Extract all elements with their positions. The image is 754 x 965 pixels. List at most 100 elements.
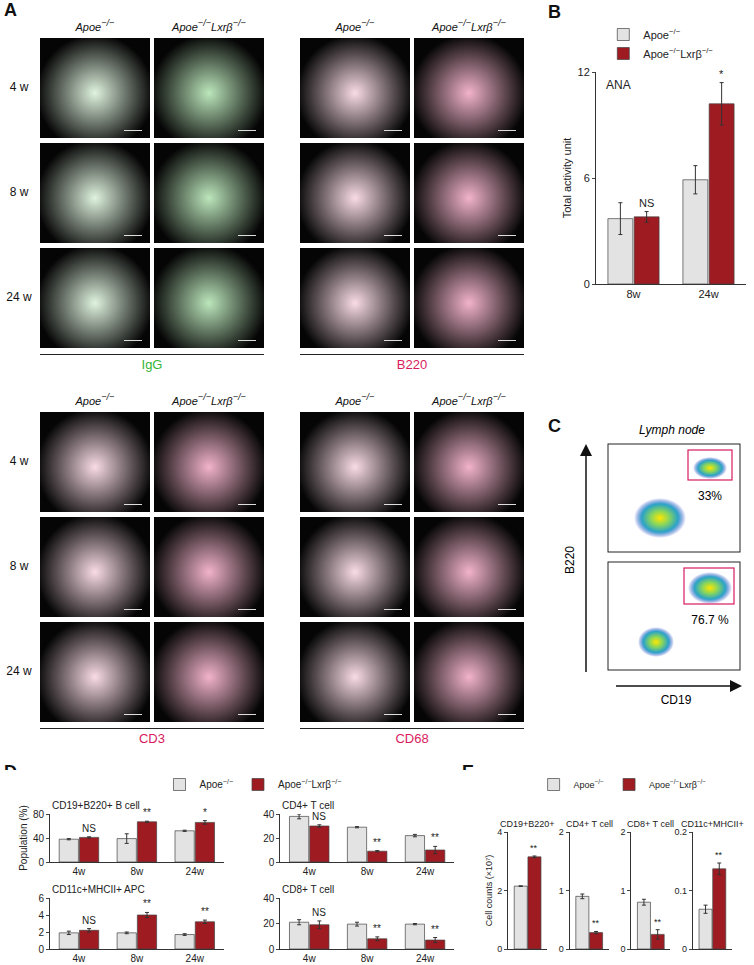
svg-text:NS: NS	[82, 915, 96, 926]
svg-text:CD11c+MHCII+: CD11c+MHCII+	[681, 819, 744, 829]
svg-text:20: 20	[263, 833, 275, 844]
svg-text:20: 20	[263, 918, 275, 929]
svg-text:*: *	[203, 807, 207, 818]
svg-text:0: 0	[559, 944, 564, 954]
svg-text:4: 4	[497, 827, 502, 837]
svg-text:**: **	[715, 850, 723, 860]
html-text:CD3: CD3	[139, 731, 165, 746]
svg-text:**: **	[431, 924, 439, 935]
svg-text:NS: NS	[312, 907, 326, 918]
svg-text:CD19+B220+: CD19+B220+	[500, 819, 555, 829]
svg-text:0: 0	[497, 944, 502, 954]
svg-text:**: **	[143, 807, 151, 818]
svg-text:**: **	[431, 832, 439, 843]
svg-text:**: **	[201, 906, 209, 917]
svg-text:76.7 %: 76.7 %	[691, 613, 729, 627]
svg-text:NS: NS	[312, 811, 326, 822]
html-text:4 w: 4 w	[9, 80, 29, 94]
svg-text:8w: 8w	[130, 866, 144, 877]
svg-text:4: 4	[38, 910, 44, 921]
svg-text:8w: 8w	[130, 953, 144, 964]
html-text:Apoe−/−: Apoe−/−	[335, 18, 375, 33]
svg-text:0: 0	[620, 944, 625, 954]
svg-text:B220: B220	[563, 546, 577, 574]
svg-text:40: 40	[263, 809, 275, 820]
svg-text:CD4+ T cell: CD4+ T cell	[282, 800, 334, 811]
svg-text:0: 0	[38, 944, 44, 955]
svg-text:24w: 24w	[698, 288, 718, 300]
html-text:4 w: 4 w	[9, 454, 29, 468]
svg-text:2: 2	[38, 927, 44, 938]
html-text:Apoe−/−: Apoe−/−	[75, 18, 115, 33]
svg-text:0.2: 0.2	[674, 827, 687, 837]
html-text:B220: B220	[396, 357, 428, 372]
svg-text:1: 1	[620, 886, 625, 896]
svg-text:CD11c+MHCII+ APC: CD11c+MHCII+ APC	[52, 884, 145, 895]
svg-text:24w: 24w	[186, 953, 205, 964]
svg-text:Apoe​−/−​Lxrβ​−/−​: Apoe​−/−​Lxrβ​−/−​	[649, 778, 706, 790]
html-text:8 w: 8 w	[9, 559, 29, 573]
svg-text:8w: 8w	[361, 953, 375, 964]
svg-text:6: 6	[584, 172, 590, 184]
svg-text:CD19: CD19	[661, 693, 692, 707]
svg-text:6: 6	[38, 893, 44, 904]
svg-text:**: **	[654, 917, 662, 927]
svg-text:24w: 24w	[416, 866, 435, 877]
html-text:Apoe−/−Lxrβ−/−: Apoe−/−Lxrβ−/−	[432, 18, 506, 33]
html-text:IgG: IgG	[141, 357, 163, 372]
svg-text:**: **	[592, 918, 600, 928]
svg-text:**: **	[143, 898, 151, 909]
svg-text:8w: 8w	[626, 288, 640, 300]
svg-text:CD19+B220+ B cell: CD19+B220+ B cell	[52, 800, 140, 811]
svg-text:0: 0	[38, 857, 44, 868]
svg-text:80: 80	[33, 809, 45, 820]
svg-text:**: **	[373, 837, 381, 848]
svg-text:24w: 24w	[186, 866, 205, 877]
svg-text:40: 40	[263, 893, 275, 904]
html-text:Apoe−/−Lxrβ−/−: Apoe−/−Lxrβ−/−	[172, 18, 246, 33]
svg-text:CD8+ T cell: CD8+ T cell	[282, 884, 334, 895]
svg-text:0: 0	[269, 857, 275, 868]
svg-text:Apoe​−/−​: Apoe​−/−​	[643, 27, 680, 41]
svg-text:0.1: 0.1	[674, 886, 687, 896]
svg-text:2: 2	[620, 827, 625, 837]
html-text:Apoe−/−Lxrβ−/−: Apoe−/−Lxrβ−/−	[172, 392, 246, 407]
svg-text:0: 0	[269, 944, 275, 955]
svg-text:4w: 4w	[73, 953, 87, 964]
svg-text:Apoe​−/−​Lxrβ​−/−​: Apoe​−/−​Lxrβ​−/−​	[643, 46, 713, 60]
svg-text:4w: 4w	[303, 953, 317, 964]
svg-text:1: 1	[559, 886, 564, 896]
svg-text:0: 0	[682, 944, 687, 954]
html-text:8 w: 8 w	[9, 185, 29, 199]
html-text:24 w: 24 w	[6, 290, 32, 304]
svg-text:NS: NS	[82, 823, 96, 834]
svg-text:CD8+ T cell: CD8+ T cell	[627, 819, 674, 829]
svg-text:*: *	[719, 68, 724, 80]
svg-text:Total activity unit: Total activity unit	[561, 138, 573, 219]
svg-text:Apoe​−/−​: Apoe​−/−​	[200, 778, 233, 790]
svg-text:8w: 8w	[361, 866, 375, 877]
svg-text:Apoe​−/−​: Apoe​−/−​	[574, 778, 604, 790]
svg-text:ANA: ANA	[606, 78, 631, 92]
svg-text:12: 12	[578, 66, 590, 78]
html-text:CD68: CD68	[395, 731, 429, 746]
svg-text:Lymph node: Lymph node	[639, 423, 705, 437]
svg-text:4w: 4w	[303, 866, 317, 877]
svg-text:Cell counts (×10⁷): Cell counts (×10⁷)	[484, 855, 494, 927]
svg-text:**: **	[373, 923, 381, 934]
svg-text:Population (%): Population (%)	[18, 805, 29, 871]
svg-text:NS: NS	[639, 197, 654, 209]
svg-text:2: 2	[497, 886, 502, 896]
html-text:Apoe−/−Lxrβ−/−: Apoe−/−Lxrβ−/−	[432, 392, 506, 407]
svg-text:4w: 4w	[73, 866, 87, 877]
svg-text:24w: 24w	[416, 953, 435, 964]
html-text:Apoe−/−: Apoe−/−	[75, 392, 115, 407]
svg-text:CD4+ T cell: CD4+ T cell	[566, 819, 613, 829]
html-text:Apoe−/−: Apoe−/−	[335, 392, 375, 407]
svg-text:2: 2	[559, 827, 564, 837]
svg-text:**: **	[530, 843, 538, 853]
svg-text:33%: 33%	[698, 489, 722, 503]
svg-text:Apoe​−/−​Lxrβ​−/−​: Apoe​−/−​Lxrβ​−/−​	[278, 778, 341, 790]
svg-text:0: 0	[584, 278, 590, 290]
svg-text:40: 40	[33, 833, 45, 844]
